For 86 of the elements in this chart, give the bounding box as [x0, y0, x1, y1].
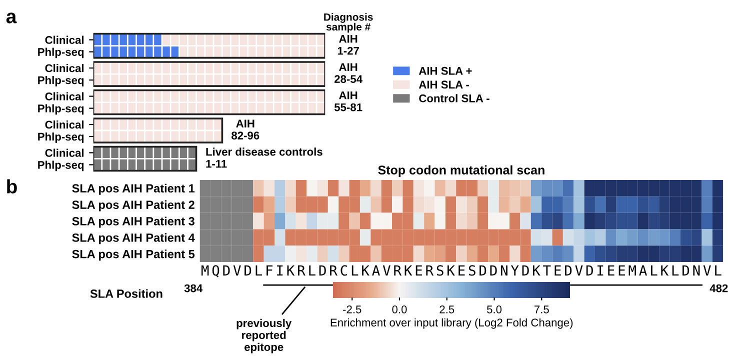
x-tick-label: D: [223, 265, 230, 276]
x-tick-label: Y: [510, 265, 519, 276]
x-tick-label: D: [480, 265, 486, 276]
text: previously reported epitope: [236, 318, 292, 354]
x-tick-label: L: [352, 265, 358, 276]
x-tick-label: K: [404, 265, 412, 276]
y-tick-label: SLA pos AIH Patient 2: [72, 200, 194, 212]
x-tick-label: L: [651, 265, 658, 276]
x-tick-label: L: [309, 265, 316, 276]
chart-title: Stop codon mutational scan: [378, 165, 544, 177]
y-tick-label: SLA pos AIH Patient 4: [72, 233, 195, 244]
x-tick-label: L: [256, 265, 262, 276]
x-tick-label: F: [266, 265, 273, 276]
legend-label: AIH SLA +: [418, 66, 472, 75]
x-tick-label: D: [586, 265, 593, 276]
x-tick-label: R: [394, 265, 402, 276]
y-tick-label: SLA pos AIH Patient 1: [72, 184, 195, 195]
x-tick-label: R: [298, 265, 306, 276]
text: 384: [184, 284, 203, 292]
x-tick-label: K: [661, 265, 669, 276]
x-tick-label: R: [330, 265, 338, 276]
annotation: AIH 82-96: [232, 120, 260, 140]
x-tick-label: Q: [212, 265, 220, 278]
color-bar-label: 5.0: [486, 305, 502, 314]
x-tick-label: V: [575, 265, 583, 276]
x-tick-label: E: [416, 265, 422, 276]
x-tick-label: D: [522, 265, 529, 276]
x-tick-label: E: [608, 265, 614, 276]
x-axis-title: SLA Position: [90, 289, 162, 298]
y-tick-label: SLA pos AIH Patient 5: [72, 250, 195, 261]
color-bar-label: 2.5: [440, 305, 454, 314]
x-tick-label: I: [598, 265, 604, 276]
x-tick-label: V: [382, 265, 390, 276]
x-tick-label: C: [340, 265, 348, 276]
x-tick-label: E: [458, 265, 465, 276]
x-tick-label: N: [500, 265, 508, 276]
y-tick-label: Phlp-seq: [38, 76, 84, 86]
x-tick-label: A: [372, 265, 380, 276]
x-tick-label: L: [672, 265, 679, 276]
color-bar-label: -2.5: [343, 305, 362, 314]
x-tick-label: D: [244, 265, 252, 276]
y-tick-label: Clinical: [45, 36, 84, 44]
x-tick-label: A: [639, 265, 647, 276]
x-tick-label: D: [565, 265, 572, 276]
y-tick-label: SLA pos AIH Patient 3: [72, 216, 194, 228]
x-tick-label: K: [287, 265, 295, 276]
x-tick-label: K: [532, 265, 540, 276]
x-tick-label: E: [554, 265, 561, 276]
text: AIH 28-54: [334, 63, 362, 83]
x-tick-label: K: [362, 265, 370, 276]
x-tick-label: E: [618, 265, 625, 276]
x-tick-label: D: [319, 265, 326, 276]
x-tick-label: D: [682, 265, 690, 276]
y-tick-label: Clinical: [45, 148, 84, 157]
y-tick-label: Clinical: [45, 64, 84, 72]
y-tick-label: Phlp-seq: [38, 132, 84, 143]
text: 482: [710, 284, 728, 292]
legend-label: AIH SLA -: [418, 80, 470, 89]
x-tick-label: V: [233, 265, 241, 276]
x-tick-label: I: [277, 265, 283, 276]
annotation: Diagnosis sample #: [324, 13, 373, 33]
x-tick-label: M: [201, 265, 209, 276]
y-tick-label: Clinical: [45, 120, 84, 129]
text: AIH 1-27: [338, 35, 359, 55]
y-tick-label: Phlp-seq: [38, 104, 84, 115]
x-tick-label: N: [693, 265, 700, 276]
x-tick-label: R: [426, 265, 434, 276]
y-tick-label: Phlp-seq: [38, 160, 84, 172]
y-tick-label: Phlp-seq: [38, 48, 84, 58]
x-tick-label: L: [715, 265, 722, 276]
y-tick-label: Clinical: [45, 92, 84, 100]
annotation: Liver disease controls 1-11: [206, 148, 322, 168]
x-tick-label: D: [490, 265, 497, 276]
x-tick-label: S: [436, 265, 444, 276]
text: b: [7, 179, 17, 194]
x-tick-label: M: [628, 265, 636, 276]
text: a: [6, 12, 17, 24]
legend-label: Control SLA -: [419, 94, 490, 102]
x-tick-label: S: [468, 265, 476, 276]
color-bar-title: Enrichment over input library (Log2 Fold Change): [330, 318, 573, 329]
color-bar-label: 7.5: [534, 306, 549, 314]
x-tick-label: K: [448, 265, 455, 276]
x-tick-label: V: [703, 265, 711, 276]
color-bar-label: 0.0: [392, 305, 407, 314]
x-tick-label: T: [543, 265, 551, 276]
text: AIH 55-81: [334, 92, 362, 112]
